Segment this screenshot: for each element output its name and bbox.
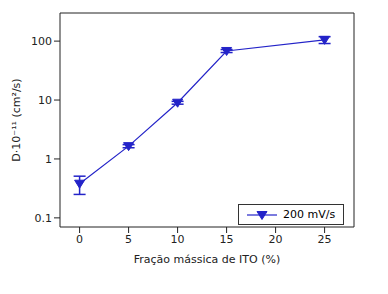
svg-text:5: 5 bbox=[125, 233, 132, 246]
svg-text:10: 10 bbox=[171, 233, 185, 246]
svg-text:1: 1 bbox=[45, 153, 52, 166]
svg-text:D·10⁻¹¹ (cm²/s): D·10⁻¹¹ (cm²/s) bbox=[10, 78, 23, 161]
svg-text:0: 0 bbox=[76, 233, 83, 246]
svg-text:20: 20 bbox=[269, 233, 283, 246]
svg-text:10: 10 bbox=[38, 94, 52, 107]
svg-text:100: 100 bbox=[31, 35, 52, 48]
svg-text:0.1: 0.1 bbox=[35, 212, 53, 225]
html-text:200 mV/s: 200 mV/s bbox=[283, 208, 336, 221]
svg-text:25: 25 bbox=[318, 233, 332, 246]
svg-text:15: 15 bbox=[220, 233, 234, 246]
svg-text:Fração mássica de ITO (%): Fração mássica de ITO (%) bbox=[134, 253, 280, 266]
